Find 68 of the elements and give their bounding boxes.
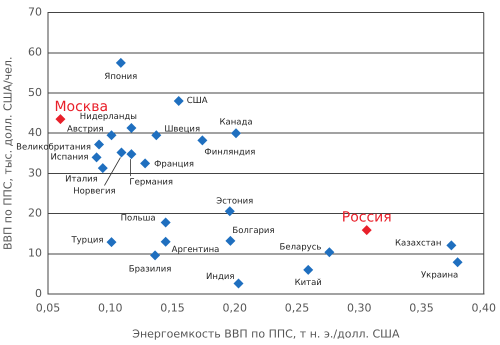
x-tick-label: 0,30	[347, 301, 372, 314]
point	[55, 114, 66, 124]
point	[230, 128, 241, 138]
annotation: Канада	[219, 117, 253, 128]
point	[116, 147, 126, 158]
point	[126, 149, 136, 160]
x-tick-label: 0,35	[409, 301, 434, 314]
point	[126, 122, 136, 133]
annotation: Турция	[70, 235, 104, 246]
annotation: Япония	[104, 72, 138, 82]
point	[224, 206, 235, 216]
annotation: Финляндия	[204, 148, 256, 158]
point	[446, 240, 456, 250]
annotation: Австрия	[67, 124, 104, 134]
y-tick-label: 50	[28, 86, 42, 99]
point	[160, 236, 171, 247]
x-tick-label: 0,20	[222, 301, 247, 314]
annotation: Италия	[65, 174, 98, 184]
y-tick-label: 60	[28, 46, 42, 59]
x-tick-label: 0,05	[36, 301, 60, 314]
y-tick-label: 40	[28, 126, 42, 140]
x-tick-label: 0,15	[160, 301, 185, 314]
annotation: Россия	[342, 210, 392, 226]
point	[197, 135, 208, 146]
point	[140, 158, 150, 168]
annotation: Франция	[154, 160, 194, 170]
annotation: Беларусь	[280, 242, 322, 252]
annotation: Швеция	[164, 124, 200, 134]
annotation: США	[186, 96, 208, 106]
point	[452, 257, 463, 268]
point	[174, 96, 184, 106]
x-tick-label: 0,10	[98, 301, 122, 314]
point	[160, 217, 171, 228]
point	[94, 139, 104, 150]
x-axis-title: Энергоемкость ВВП по ППС, т н. э./долл. США	[132, 327, 400, 340]
x-tick-label: 0,25	[284, 301, 310, 314]
y-tick-label: 10	[28, 246, 42, 260]
annotation: Германия	[129, 177, 174, 188]
annotation: Китай	[294, 278, 322, 288]
annotation: Польша	[120, 214, 156, 224]
annotation: Аргентина	[172, 244, 220, 255]
point	[303, 264, 314, 275]
point	[225, 236, 236, 246]
annotation: Украина	[421, 270, 458, 280]
point	[150, 250, 160, 260]
annotation: Эстония	[216, 196, 254, 206]
annotation: Нидерланды	[80, 112, 138, 122]
point	[151, 130, 162, 140]
annotation: Норвегия	[73, 186, 116, 197]
annotation: Казахстан	[394, 238, 442, 249]
point	[92, 152, 102, 162]
y-tick-label: 20	[28, 206, 42, 220]
annotation: Индия	[206, 272, 234, 282]
y-axis-title: ВВП по ППС, тыс. долл. США/чел.	[1, 56, 14, 250]
point	[116, 58, 126, 68]
x-tick-label: 0,40	[472, 301, 496, 314]
point	[106, 130, 116, 140]
point	[324, 247, 334, 258]
point	[362, 225, 372, 236]
annotation: Болгария	[232, 226, 275, 236]
point	[233, 278, 244, 289]
y-tick-label: 70	[28, 5, 42, 18]
annotation: Бразилия	[128, 264, 172, 275]
y-tick-label: 0	[35, 286, 42, 300]
point	[98, 163, 108, 174]
y-tick-label: 30	[28, 166, 42, 180]
annotation: Испания	[50, 152, 89, 163]
point	[106, 237, 116, 248]
